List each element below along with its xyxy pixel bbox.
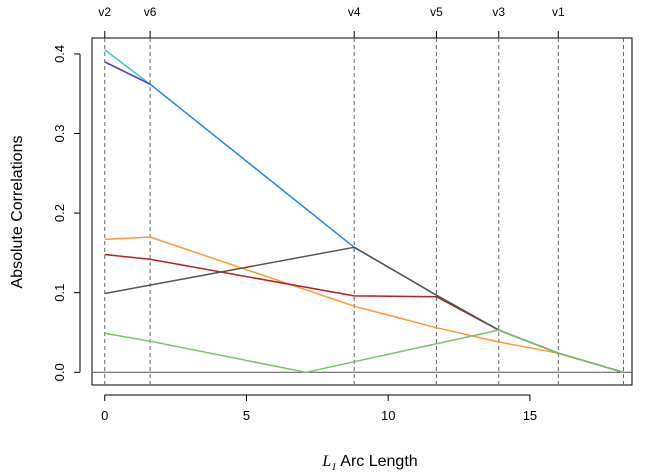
series-line	[104, 329, 624, 374]
breakpoint-labels: v2 v6 v4 v5 v3 v1	[98, 5, 565, 38]
breakpoint-label: v3	[492, 5, 505, 19]
y-axis-title: Absolute Correlations	[9, 136, 26, 289]
series-line	[104, 236, 624, 374]
series-line	[104, 61, 624, 374]
x-tick-label: 0	[101, 408, 108, 423]
x-axis-title: L1 Arc Length	[321, 453, 417, 473]
y-tick-label: 0.3	[52, 124, 67, 142]
series-line	[104, 253, 624, 374]
y-tick-label: 0.4	[52, 45, 67, 63]
breakpoint-lines	[104, 38, 624, 385]
x-tick-label: 5	[243, 408, 250, 423]
y-tick-label: 0.0	[52, 363, 67, 381]
x-axis-title-math: L	[321, 453, 331, 470]
y-tick-label: 0.1	[52, 284, 67, 302]
y-tick-label: 0.2	[52, 204, 67, 222]
x-tick-label: 15	[523, 408, 537, 423]
series-line	[104, 246, 624, 374]
series-line	[104, 49, 151, 85]
y-axis: 0.0 0.1 0.2 0.3 0.4	[52, 45, 81, 381]
series-line	[104, 61, 151, 85]
breakpoint-label: v5	[430, 5, 443, 19]
x-axis: 0 5 10 15	[101, 394, 537, 423]
x-tick-label: 10	[381, 408, 395, 423]
plot-frame	[91, 37, 633, 386]
x-axis-title-subscript: 1	[331, 461, 337, 473]
breakpoint-label: v6	[144, 5, 157, 19]
breakpoint-label: v4	[348, 5, 361, 19]
series-lines	[104, 49, 624, 374]
breakpoint-label: v2	[98, 5, 111, 19]
breakpoint-label: v1	[552, 5, 565, 19]
x-axis-title-text: Arc Length	[337, 453, 418, 470]
